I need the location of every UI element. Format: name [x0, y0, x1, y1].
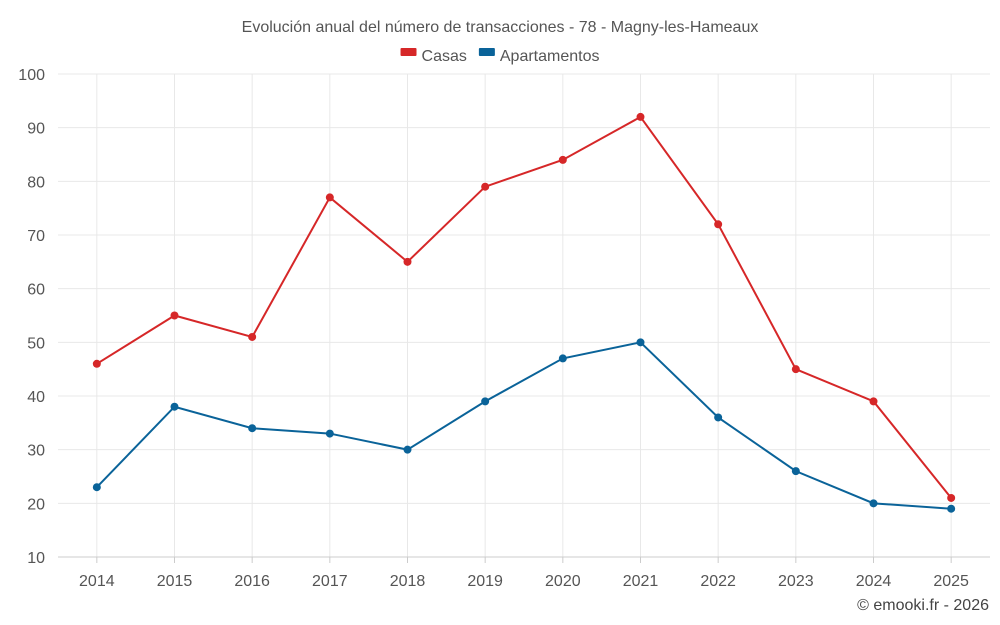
legend-swatch — [400, 48, 417, 56]
data-point-apartamentos[interactable] — [947, 504, 956, 513]
y-tick-label: 50 — [27, 335, 45, 352]
x-tick-label: 2025 — [933, 573, 969, 590]
x-tick-label: 2019 — [467, 573, 503, 590]
legend: Casas Apartamentos — [400, 48, 600, 65]
series-line-casas — [96, 115, 952, 499]
grid — [58, 73, 990, 557]
data-point-apartamentos[interactable] — [325, 429, 334, 438]
y-tick-label: 100 — [18, 67, 45, 84]
axes: 10 20 30 40 50 60 70 80 90 100 2014 2015 2016 2017 201… — [18, 67, 990, 590]
y-tick-label: 30 — [27, 443, 45, 460]
x-tick-label: 2018 — [390, 573, 426, 590]
series-line-apartamentos — [96, 341, 952, 510]
data-point-apartamentos[interactable] — [636, 338, 645, 347]
y-tick-label: 80 — [27, 174, 45, 191]
data-point-casas[interactable] — [791, 365, 800, 374]
x-tick-label: 2014 — [79, 573, 115, 590]
data-point-casas[interactable] — [170, 311, 179, 320]
x-tick-label: 2015 — [157, 573, 193, 590]
data-point-apartamentos[interactable] — [248, 424, 257, 433]
legend-item-apartamentos[interactable]: Apartamentos — [478, 48, 600, 65]
data-point-casas[interactable] — [325, 193, 334, 202]
legend-item-casas[interactable]: Casas — [400, 48, 467, 65]
data-point-casas[interactable] — [714, 220, 723, 229]
y-tick-label: 10 — [27, 550, 45, 567]
data-point-casas[interactable] — [403, 257, 412, 266]
data-point-casas[interactable] — [636, 112, 645, 121]
legend-swatch — [478, 48, 495, 56]
chart-title: Evolución anual del número de transaccio… — [242, 19, 759, 36]
series — [92, 112, 956, 513]
x-tick-label: 2022 — [700, 573, 736, 590]
data-point-casas[interactable] — [481, 182, 490, 191]
credit-text: © emooki.fr - 2026 — [857, 597, 989, 614]
y-tick-label: 70 — [27, 228, 45, 245]
legend-label: Casas — [422, 48, 467, 65]
data-point-apartamentos[interactable] — [558, 354, 567, 363]
y-tick-label: 60 — [27, 282, 45, 299]
data-point-apartamentos[interactable] — [403, 445, 412, 454]
y-tick-label: 90 — [27, 121, 45, 138]
data-point-casas[interactable] — [92, 359, 101, 368]
x-tick-label: 2024 — [856, 573, 892, 590]
x-tick-label: 2016 — [234, 573, 270, 590]
data-point-apartamentos[interactable] — [869, 499, 878, 508]
x-tick-label: 2023 — [778, 573, 814, 590]
data-point-casas[interactable] — [869, 397, 878, 406]
data-point-casas[interactable] — [248, 332, 257, 341]
data-point-apartamentos[interactable] — [714, 413, 723, 422]
data-point-casas[interactable] — [947, 493, 956, 502]
x-tick-label: 2017 — [312, 573, 348, 590]
data-point-casas[interactable] — [558, 155, 567, 164]
data-point-apartamentos[interactable] — [92, 483, 101, 492]
y-tick-label: 20 — [27, 496, 45, 513]
legend-label: Apartamentos — [500, 48, 600, 65]
x-tick-label: 2021 — [623, 573, 659, 590]
data-point-apartamentos[interactable] — [481, 397, 490, 406]
data-point-apartamentos[interactable] — [791, 467, 800, 476]
data-point-apartamentos[interactable] — [170, 402, 179, 411]
y-tick-label: 40 — [27, 389, 45, 406]
x-tick-label: 2020 — [545, 573, 581, 590]
